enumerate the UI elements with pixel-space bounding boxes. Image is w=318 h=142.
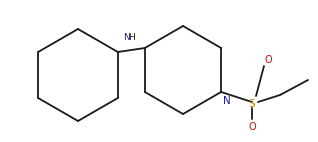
Text: O: O — [264, 55, 272, 65]
Text: N: N — [123, 33, 130, 42]
Text: N: N — [223, 96, 231, 106]
Text: O: O — [248, 122, 256, 132]
Text: S: S — [249, 99, 255, 109]
Text: H: H — [128, 33, 135, 42]
